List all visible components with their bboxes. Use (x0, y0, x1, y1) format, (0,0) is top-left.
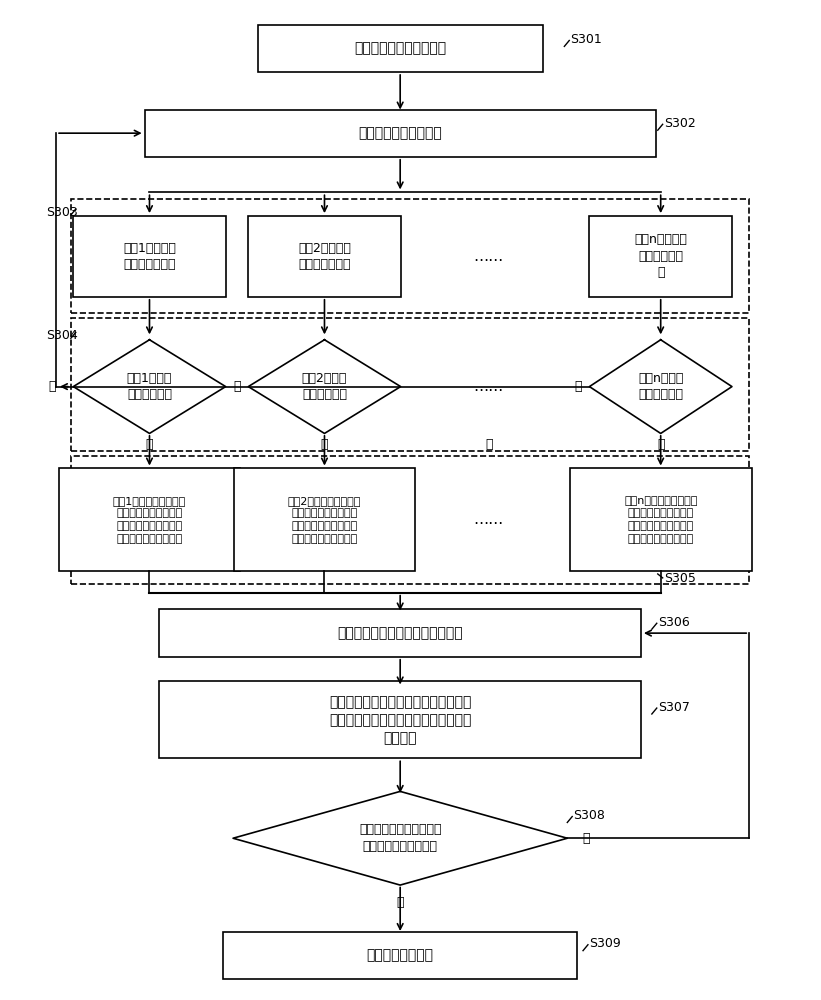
Text: 是: 是 (233, 380, 241, 393)
Text: 从机n判断是
否已具有地址: 从机n判断是 否已具有地址 (638, 372, 683, 401)
FancyBboxPatch shape (233, 468, 415, 571)
Text: 主机广播地址分配指令: 主机广播地址分配指令 (358, 126, 442, 140)
FancyBboxPatch shape (58, 468, 241, 571)
Text: 主机为对应该身份信息的从机自动分配
地址，并将该地址发送给对应该身份信
息的从机: 主机为对应该身份信息的从机自动分配 地址，并将该地址发送给对应该身份信 息的从机 (329, 695, 471, 745)
Text: 主机判断是否所有在线的
从机均已完成地址分配: 主机判断是否所有在线的 从机均已完成地址分配 (359, 823, 442, 853)
Text: 否: 否 (582, 832, 589, 845)
FancyBboxPatch shape (570, 468, 752, 571)
Text: S306: S306 (658, 616, 690, 629)
Text: 从机2进入随机通讯处理
模式，在收到地址分配
指令后的某一时刻发送
自身的身份信息至主机: 从机2进入随机通讯处理 模式，在收到地址分配 指令后的某一时刻发送 自身的身份信… (288, 496, 361, 544)
Text: 是: 是 (575, 380, 582, 393)
Text: S308: S308 (573, 809, 605, 822)
Text: 主机接收到某一个从机的身份信息: 主机接收到某一个从机的身份信息 (337, 626, 463, 640)
Text: 空调机组完成安装并通电: 空调机组完成安装并通电 (354, 41, 447, 55)
Text: 从机1进入随机通讯处理
模式，在收到地址分配
指令后的某一时刻发送
自身的身份信息至主机: 从机1进入随机通讯处理 模式，在收到地址分配 指令后的某一时刻发送 自身的身份信… (112, 496, 186, 544)
Polygon shape (589, 340, 732, 433)
Text: S301: S301 (571, 33, 602, 46)
Text: 否: 否 (657, 438, 664, 451)
Text: S307: S307 (658, 701, 690, 714)
FancyBboxPatch shape (258, 25, 543, 72)
Text: S303: S303 (46, 206, 78, 219)
FancyBboxPatch shape (223, 932, 577, 979)
Text: 否: 否 (146, 438, 154, 451)
Text: 从机1判断是
否已具有地址: 从机1判断是 否已具有地址 (126, 372, 172, 401)
Polygon shape (248, 340, 401, 433)
FancyBboxPatch shape (159, 609, 641, 657)
Polygon shape (73, 340, 226, 433)
Text: ……: …… (474, 379, 504, 394)
FancyBboxPatch shape (248, 216, 401, 297)
Text: 自动分配地址结束: 自动分配地址结束 (367, 949, 433, 963)
Text: 从机n进入随机通讯处理
模式，在收到地址分配
指令后的某一时刻发送
自身的身份信息至主机: 从机n进入随机通讯处理 模式，在收到地址分配 指令后的某一时刻发送 自身的身份信… (624, 496, 697, 544)
FancyBboxPatch shape (73, 216, 226, 297)
Text: 否: 否 (321, 438, 328, 451)
Text: 否: 否 (485, 438, 493, 451)
Text: 从机2判断是
否已具有地址: 从机2判断是 否已具有地址 (302, 372, 347, 401)
Text: S302: S302 (663, 117, 695, 130)
Text: 从机1接收主机
的地址分配指令: 从机1接收主机 的地址分配指令 (123, 242, 176, 271)
Text: S309: S309 (589, 937, 621, 950)
Text: S305: S305 (663, 572, 695, 585)
Text: ……: …… (474, 512, 504, 527)
FancyBboxPatch shape (589, 216, 732, 297)
Text: 是: 是 (48, 380, 56, 393)
Text: 从机n接收主机
的地址分配指
令: 从机n接收主机 的地址分配指 令 (635, 233, 687, 279)
FancyBboxPatch shape (144, 109, 656, 157)
Text: ……: …… (474, 249, 504, 264)
Text: S304: S304 (46, 329, 78, 342)
Text: 是: 是 (397, 896, 404, 909)
Polygon shape (233, 791, 567, 885)
FancyBboxPatch shape (159, 681, 641, 758)
Text: 从机2接收主机
的地址分配指令: 从机2接收主机 的地址分配指令 (298, 242, 351, 271)
